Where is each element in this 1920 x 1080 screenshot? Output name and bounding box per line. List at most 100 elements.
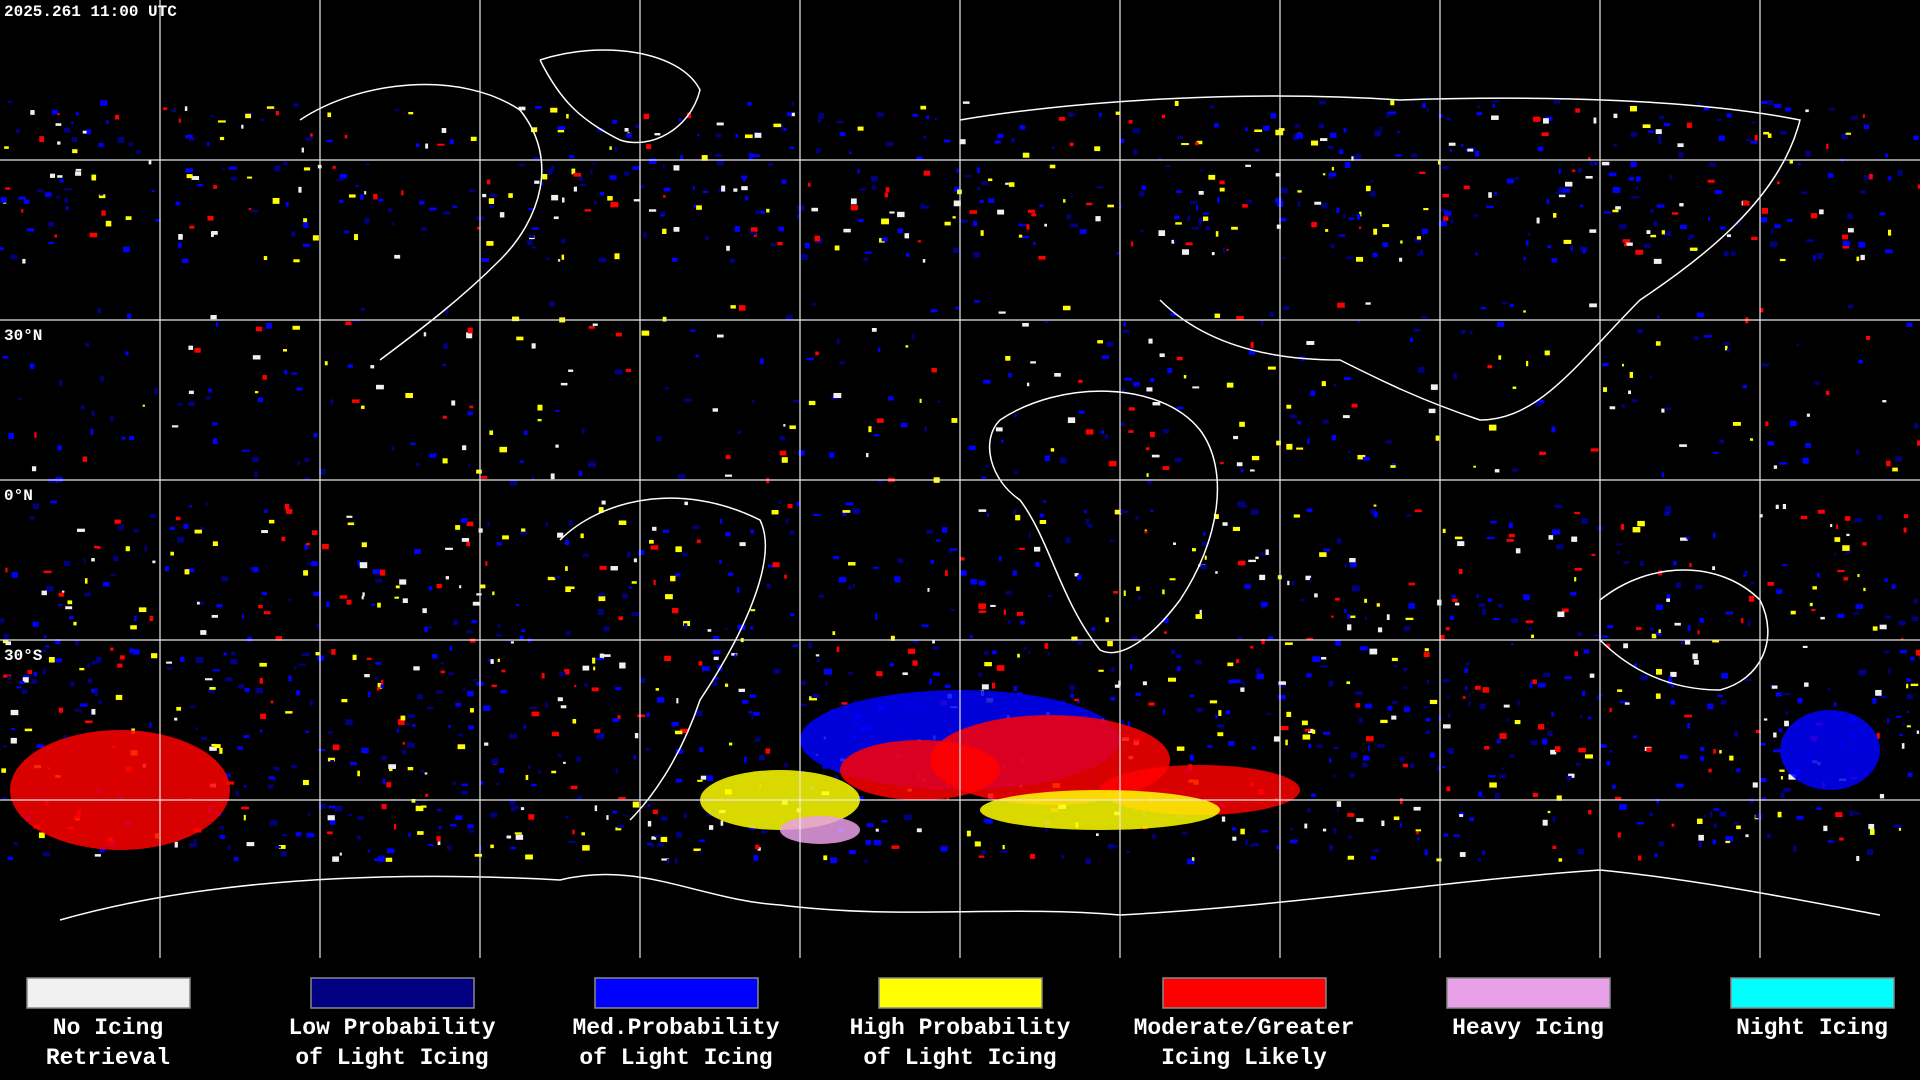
icing-pixel <box>1451 594 1456 598</box>
icing-pixel <box>1163 709 1166 715</box>
icing-pixel <box>461 538 470 542</box>
icing-pixel <box>987 178 993 182</box>
icing-pixel <box>396 728 400 733</box>
graticule <box>0 0 1920 958</box>
icing-pixel <box>1175 654 1182 659</box>
icing-pixel <box>752 712 760 716</box>
icing-pixel <box>1133 149 1138 155</box>
icing-pixel <box>16 686 22 689</box>
icing-pixel <box>857 169 860 174</box>
icing-pixel <box>811 207 819 212</box>
icing-pixel <box>645 747 650 751</box>
icing-pixel <box>655 688 659 691</box>
icing-pixel <box>1042 500 1047 503</box>
icing-pixel <box>787 504 793 509</box>
icing-pixel <box>367 691 371 698</box>
icing-pixel <box>676 832 682 838</box>
icing-pixel <box>1589 673 1595 678</box>
icing-pixel <box>564 669 570 675</box>
icing-pixel <box>1031 213 1037 217</box>
icing-pixel <box>1460 329 1466 335</box>
icing-pixel <box>1145 447 1150 451</box>
icing-pixel <box>1077 641 1083 645</box>
icing-pixel <box>900 422 908 428</box>
icing-pixel <box>32 621 39 627</box>
icing-pixel <box>1386 111 1390 118</box>
icing-pixel <box>1191 548 1196 552</box>
icing-pixel <box>470 708 474 713</box>
icing-pixel <box>1729 755 1734 761</box>
icing-pixel <box>443 343 448 349</box>
icing-pixel <box>1600 693 1603 697</box>
icing-pixel <box>1801 191 1808 195</box>
icing-pixel <box>1534 401 1542 407</box>
icing-pixel <box>175 201 180 206</box>
icing-pixel <box>1543 118 1549 124</box>
icing-pixel <box>1228 679 1234 684</box>
icing-pixel <box>1252 842 1260 847</box>
icing-pixel <box>1367 745 1371 751</box>
icing-pixel <box>615 686 622 691</box>
icing-pixel <box>298 663 306 666</box>
icing-pixel <box>452 781 456 785</box>
icing-pixel <box>230 658 238 665</box>
icing-pixel <box>1827 173 1834 178</box>
icing-pixel <box>1817 572 1820 578</box>
icing-pixel <box>1748 595 1755 602</box>
icing-pixel <box>496 633 503 637</box>
icing-pixel <box>89 232 98 238</box>
icing-pixel <box>1655 632 1662 636</box>
icing-pixel <box>680 155 684 160</box>
icing-pixel <box>487 522 490 527</box>
icing-pixel <box>100 100 108 106</box>
icing-pixel <box>1185 242 1193 246</box>
icing-pixel <box>1336 808 1339 812</box>
icing-pixel <box>411 798 416 803</box>
icing-pixel <box>1875 689 1882 696</box>
icing-pixel <box>976 167 981 174</box>
icing-pixel <box>274 165 281 172</box>
icing-pixel <box>1798 163 1801 166</box>
icing-pixel <box>576 795 582 800</box>
icing-pixel <box>1539 451 1546 455</box>
icing-pixel <box>864 251 872 254</box>
icing-pixel <box>1115 111 1121 115</box>
icing-pixel <box>557 697 563 702</box>
icing-pixel <box>1244 839 1249 846</box>
icing-pixel <box>188 390 194 395</box>
icing-pixel <box>816 658 821 663</box>
icing-pixel <box>1760 217 1767 223</box>
icing-pixel <box>1669 174 1672 180</box>
icing-pixel <box>1653 221 1658 227</box>
icing-pixel <box>595 657 604 661</box>
icing-pixel <box>364 217 370 224</box>
icing-pixel <box>1577 848 1585 855</box>
icing-pixel <box>560 382 568 386</box>
icing-pixel <box>978 672 982 677</box>
icing-pixel <box>440 670 446 674</box>
icing-pixel <box>1837 613 1845 619</box>
icing-pixel <box>1078 379 1083 383</box>
icing-pixel <box>196 601 201 605</box>
icing-pixel <box>1671 212 1679 215</box>
icing-pixel <box>1197 217 1206 223</box>
icing-pixel <box>649 539 654 544</box>
icing-pixel <box>1484 746 1490 750</box>
icing-pixel <box>750 626 754 630</box>
icing-pixel <box>260 118 265 121</box>
icing-pixel <box>1649 375 1652 379</box>
icing-pixel <box>725 455 731 459</box>
icing-pixel <box>1228 741 1235 746</box>
icing-pixel <box>1906 694 1914 700</box>
icing-pixel <box>1713 823 1717 829</box>
icing-pixel <box>44 635 47 639</box>
icing-pixel <box>1070 195 1074 198</box>
icing-pixel <box>728 572 734 577</box>
icing-pixel <box>1169 578 1176 581</box>
icing-pixel <box>1403 667 1408 672</box>
icing-pixel <box>1047 652 1051 656</box>
icing-pixel <box>523 430 528 435</box>
icing-pixel <box>635 124 641 129</box>
icing-pixel <box>1887 229 1892 236</box>
icing-pixel <box>1585 175 1593 179</box>
